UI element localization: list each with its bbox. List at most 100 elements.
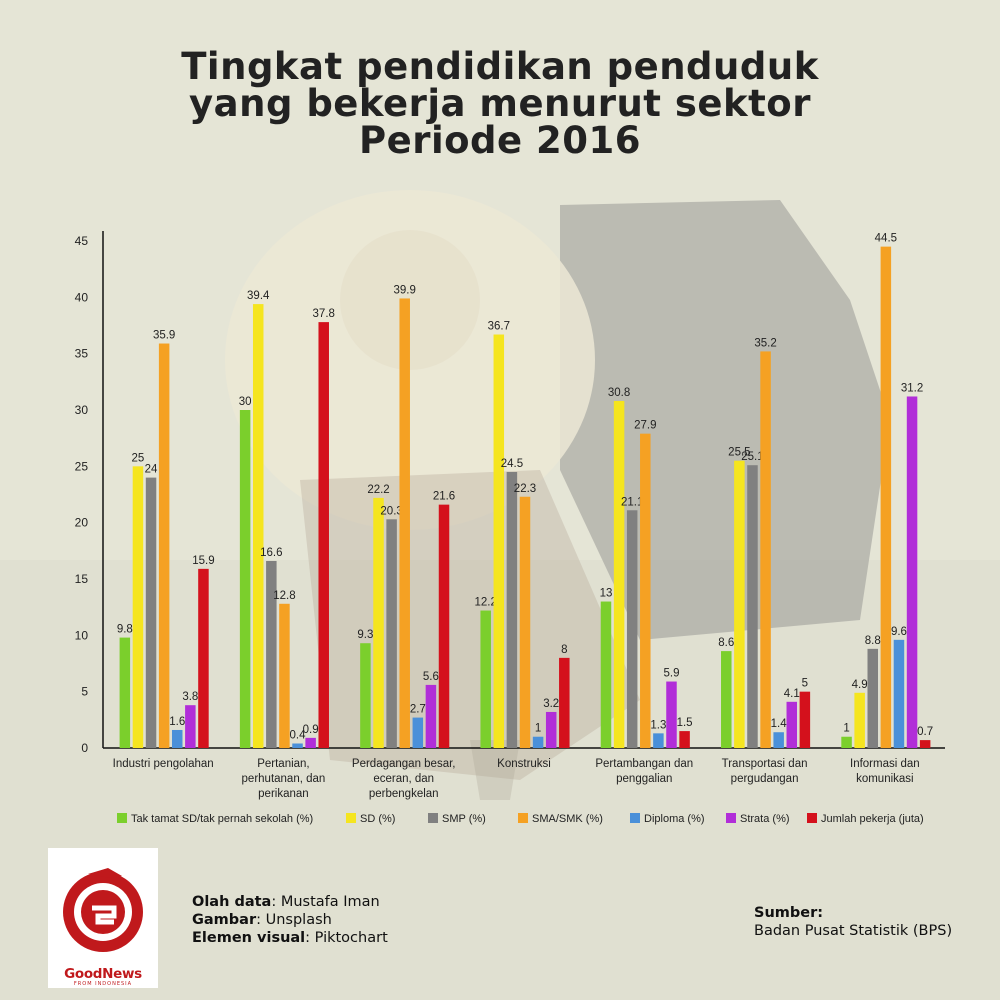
bar [360,643,371,748]
y-tick-label: 10 [75,628,89,642]
bar [266,560,277,748]
credit-gambar-value: : Unsplash [256,912,332,928]
x-tick-label: Informasi dan [850,758,920,770]
bar [919,740,931,748]
bar [893,639,905,748]
legend-swatch [726,813,736,823]
logo-name: GoodNews [64,966,142,982]
x-tick-label: penggalian [616,773,672,785]
y-tick-label: 45 [75,234,89,248]
bar [640,433,651,748]
data-label: 35.9 [153,330,175,342]
source-value: Badan Pusat Statistik (BPS) [754,923,953,939]
x-tick-label: Transportasi dan [722,758,808,770]
bar [386,519,397,748]
bar [747,465,758,748]
bar [854,692,865,748]
bar [119,637,131,748]
title-line-2: yang bekerja menurut sektor [189,82,811,125]
data-label: 16.6 [260,547,282,559]
x-tick-label: pergudangan [731,773,799,785]
bar [185,705,196,748]
bar [158,343,170,748]
data-label: 22.2 [367,484,389,496]
data-label: 0.4 [290,729,307,741]
x-tick-label: komunikasi [856,773,914,785]
data-label: 3.8 [182,691,198,703]
goodnews-logo: GoodNews FROM INDONESIA [48,848,158,988]
bar [198,568,209,748]
bar [305,737,316,748]
bar [679,731,690,748]
credit-elemen-value: : Piktochart [305,930,388,946]
bar [799,691,811,748]
data-label: 8.8 [865,635,881,647]
logo-tagline: FROM INDONESIA [73,981,133,987]
data-label: 30.8 [608,387,630,399]
legend-swatch [346,813,356,823]
bar [653,733,664,748]
legend-swatch [428,813,438,823]
bar [318,322,329,748]
bar [545,711,557,748]
title-line-3: Periode 2016 [358,119,641,162]
data-label: 8.6 [718,637,734,649]
source-label: Sumber: [754,905,824,921]
credit-gambar-label: Gambar [192,912,257,928]
bar [666,681,677,748]
data-label: 0.9 [303,724,319,736]
data-label: 1.6 [169,716,185,728]
bar [734,460,745,748]
data-label: 1.3 [650,719,666,731]
bar [721,651,732,748]
legend-label: Diploma (%) [644,813,705,825]
y-tick-label: 25 [75,459,89,473]
data-label: 1 [535,723,541,735]
data-label: 4.9 [852,679,868,691]
y-tick-label: 30 [75,403,89,417]
y-tick-label: 20 [75,516,89,530]
bar [145,477,157,748]
data-label: 24 [145,464,158,476]
x-tick-label: perbengkelan [369,788,439,800]
y-tick-label: 5 [81,685,88,699]
data-label: 39.9 [394,284,416,296]
bar [132,466,144,748]
data-label: 5.6 [423,671,439,683]
legend-label: Jumlah pekerja (juta) [821,813,924,825]
data-label: 4.1 [784,688,800,700]
x-tick-label: Industri pengolahan [113,758,214,770]
data-label: 5.9 [663,668,679,680]
data-label: 44.5 [875,233,897,245]
data-label: 24.5 [501,458,523,470]
data-label: 8 [561,644,567,656]
data-label: 3.2 [543,698,559,710]
y-tick-label: 0 [81,741,88,755]
bar [239,410,251,748]
bar [867,648,879,748]
legend-label: SMA/SMK (%) [532,813,603,825]
bar [559,657,570,748]
bar [880,246,892,748]
bar [906,396,918,748]
title-line-1: Tingkat pendidikan penduduk [181,45,819,88]
data-label: 1 [843,723,849,735]
bar [399,298,410,748]
garuda-emblem-icon [63,868,143,952]
data-label: 35.2 [754,337,776,349]
x-tick-label: perikanan [258,788,309,800]
legend-label: SD (%) [360,813,395,825]
bar [425,684,437,748]
legend-swatch [807,813,817,823]
y-tick-label: 40 [75,290,89,304]
bar [613,400,625,748]
data-label: 36.7 [488,321,510,333]
bar [841,736,852,748]
data-label: 12.2 [475,597,497,609]
data-label: 21.6 [433,491,455,503]
data-label: 15.9 [192,555,214,567]
credit-olah-value: : Mustafa Iman [271,894,380,910]
bar [279,603,290,748]
